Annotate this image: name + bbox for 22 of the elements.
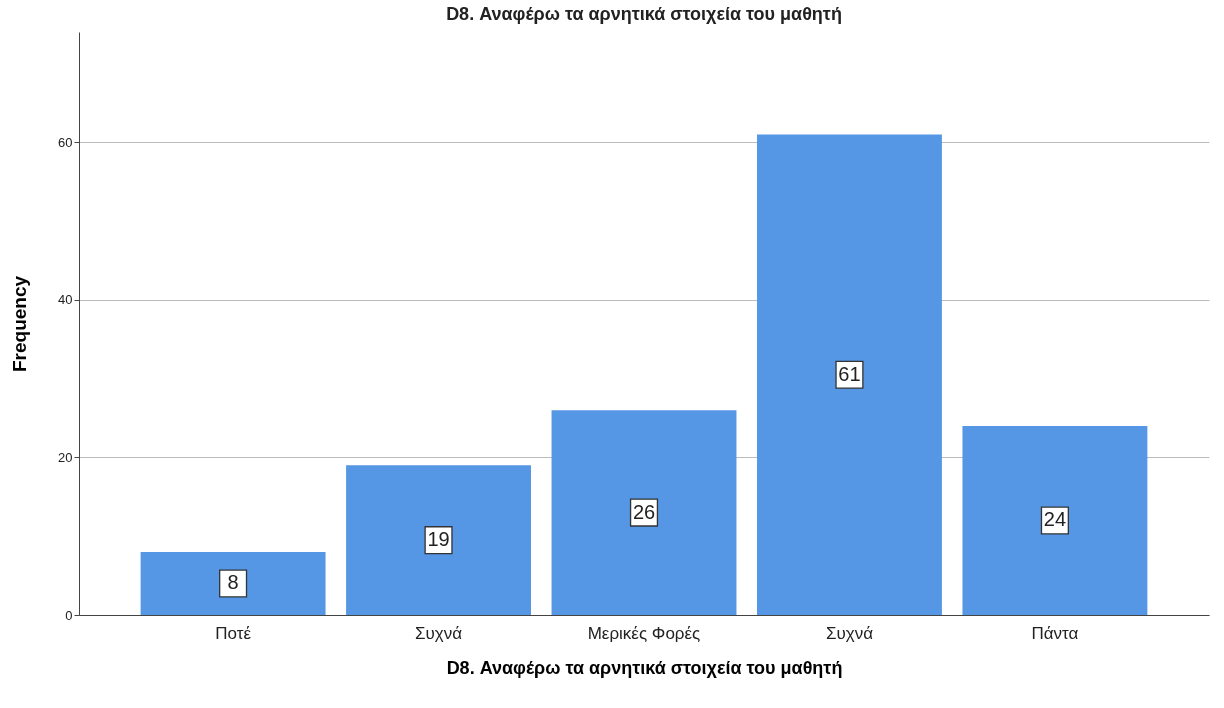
y-axis-title: Frequency: [9, 275, 31, 373]
x-axis-title: D8. Αναφέρω τα αρνητικά στοιχεία του μαθητή: [446, 657, 843, 678]
data-label: 61: [838, 362, 861, 385]
bar: [551, 410, 737, 615]
x-tick-label: Μερικές Φορές: [587, 623, 701, 643]
x-tick-label: Ποτέ: [215, 623, 252, 643]
y-tick-label: 40: [58, 292, 73, 308]
bar: [757, 134, 942, 615]
data-label: 8: [227, 571, 239, 594]
data-label: 26: [632, 500, 656, 523]
bar: [346, 465, 531, 615]
data-label: 19: [427, 528, 450, 551]
y-tick-label: 20: [58, 449, 73, 465]
x-tick-label: Συχνά: [415, 623, 463, 643]
data-label: 24: [1043, 508, 1067, 531]
x-tick-label: Πάντα: [1031, 623, 1079, 643]
chart-title: D8. Αναφέρω τα αρνητικά στοιχεία του μαθητή: [446, 4, 842, 24]
y-tick-label: 60: [58, 134, 73, 150]
x-tick-label: Συχνά: [825, 623, 874, 643]
bar: [962, 425, 1148, 615]
y-tick-label: 0: [65, 607, 73, 623]
bar: [140, 551, 326, 615]
